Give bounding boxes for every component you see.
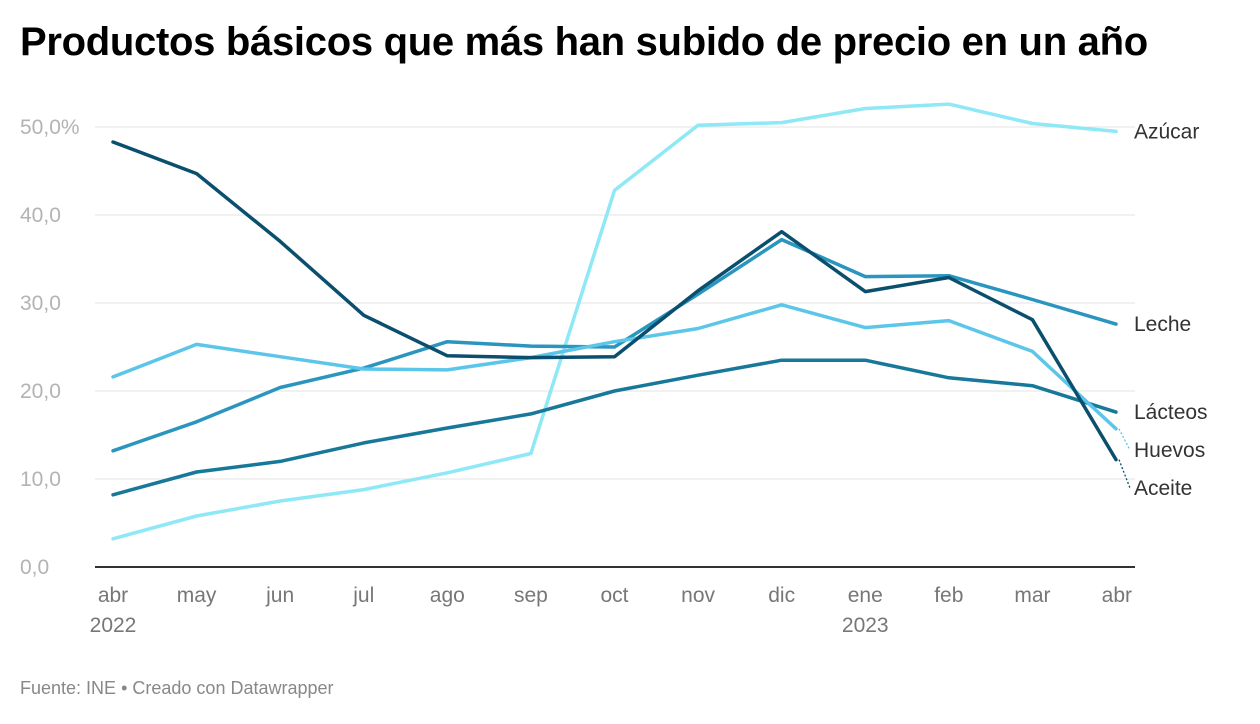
x-axis-ticks: abr may jun jul ago sep oct nov dic ene feb mar abr 2… — [90, 584, 1132, 637]
x-year-label: 2022 — [90, 614, 137, 637]
x-year-label: 2023 — [842, 614, 889, 637]
x-tick-label: mar — [1014, 584, 1050, 607]
x-tick-label: jul — [352, 584, 374, 607]
series-line-huevos — [111, 303, 1118, 431]
y-tick-label: 10,0 — [20, 468, 61, 491]
chart-title: Productos básicos que más han subido de … — [20, 20, 1148, 64]
label-connector-aceite — [1118, 459, 1131, 489]
x-tick-label: oct — [600, 584, 628, 607]
x-tick-label: abr — [1102, 584, 1132, 607]
y-tick-label: 0,0 — [20, 556, 49, 579]
x-tick-label: abr — [98, 584, 128, 607]
label-connector-huevos — [1118, 428, 1131, 451]
x-tick-label: may — [177, 584, 217, 607]
x-tick-label: ene — [848, 584, 883, 607]
y-tick-label: 50,0% — [20, 116, 80, 139]
y-tick-label: 30,0 — [20, 292, 61, 315]
x-tick-label: feb — [934, 584, 963, 607]
x-tick-label: jun — [265, 584, 294, 607]
series-line-azucar — [111, 102, 1118, 541]
series-labels: Azúcar Leche Lácteos Huevos Aceite — [1118, 120, 1208, 500]
series-label-lacteos: Lácteos — [1134, 401, 1208, 424]
series-label-huevos: Huevos — [1134, 439, 1205, 462]
series-line-leche — [111, 237, 1118, 453]
x-tick-label: sep — [514, 584, 548, 607]
series-label-aceite: Aceite — [1134, 477, 1192, 500]
credit-text: Creado con Datawrapper — [132, 678, 334, 698]
x-tick-label: nov — [681, 584, 715, 607]
series-line-lacteos — [111, 358, 1118, 497]
separator-dot: • — [121, 678, 128, 698]
y-tick-label: 20,0 — [20, 380, 61, 403]
x-tick-label: dic — [768, 584, 795, 607]
series-lines — [111, 102, 1118, 541]
series-label-azucar: Azúcar — [1134, 120, 1199, 143]
series-label-leche: Leche — [1134, 313, 1191, 336]
series-line-aceite — [111, 140, 1118, 462]
x-tick-label: ago — [430, 584, 465, 607]
y-axis-ticks: 0,0 10,0 20,0 30,0 40,0 50,0% — [20, 116, 80, 579]
source-text: Fuente: INE — [20, 678, 117, 698]
y-tick-label: 40,0 — [20, 204, 61, 227]
footer: Fuente: INE • Creado con Datawrapper — [20, 678, 334, 699]
